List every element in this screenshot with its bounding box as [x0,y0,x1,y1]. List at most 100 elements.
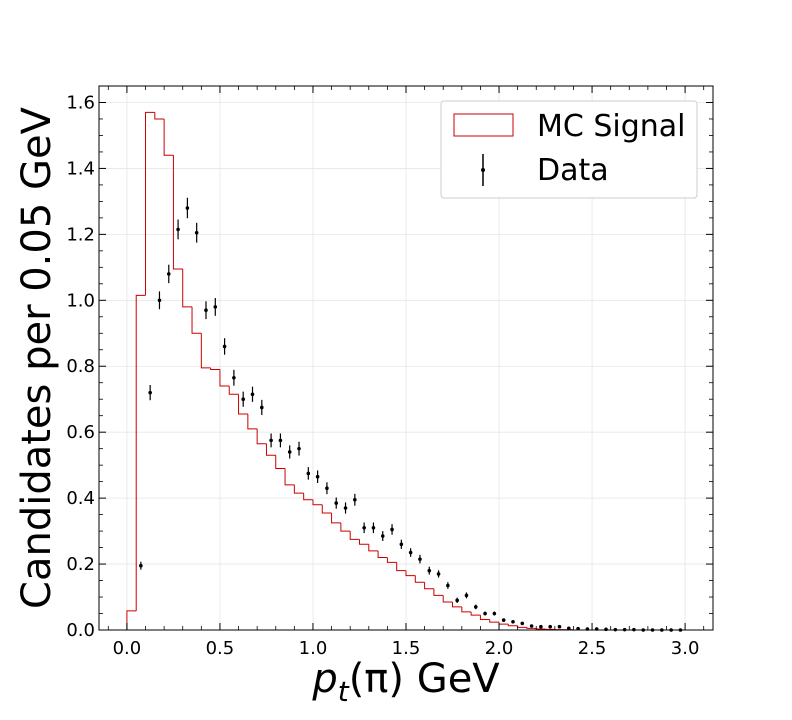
data-marker [446,583,450,588]
data-point [362,522,366,534]
data-marker [511,619,515,624]
data-point [306,467,311,480]
data-marker [492,611,497,616]
data-point [464,592,469,599]
y-axis-label: Candidates per 0.05 GeV [14,106,60,609]
mc-signal-bin [284,468,295,486]
legend-swatch-mc-signal [453,113,514,137]
data-marker [418,557,422,561]
mc-signal-bin [405,570,416,577]
mc-signal-bin [210,367,220,371]
data-marker [520,621,525,626]
data-point [185,197,190,219]
data-marker [185,206,190,210]
mc-signal-bin [433,588,444,596]
mc-signal-bin [154,112,165,120]
data-marker [557,624,562,629]
data-point [315,470,320,483]
x-axis-label-rest: (π) GeV [349,656,501,702]
data-marker [241,397,245,402]
mc-signal-bin [238,394,248,415]
data-marker [567,626,571,631]
data-marker [222,344,227,349]
mc-signal-bin [228,386,239,395]
y-tick-label: 0.0 [66,620,95,641]
data-point [250,386,255,402]
data-marker [455,598,459,603]
data-marker [232,375,236,380]
data-point [557,624,562,629]
data-marker [204,308,208,312]
y-tick-label: 0.4 [66,488,95,509]
x-tick-label: 0.5 [206,638,235,659]
data-point [139,561,143,570]
mc-signal-bin [145,111,155,296]
data-point [334,497,339,509]
data-point [511,619,515,624]
x-axis-label: pt(π) GeV [311,656,500,708]
x-tick-label: 0.0 [113,638,142,659]
data-point [501,618,506,622]
data-point [390,524,394,535]
data-marker [604,627,608,632]
data-marker [260,405,264,410]
data-marker [436,572,441,576]
data-point [204,301,208,320]
data-marker [501,618,506,622]
mc-signal-bin [452,601,462,608]
data-marker [176,227,180,232]
mc-signal-bin [396,562,406,572]
mc-signal-bin [358,539,369,545]
legend-swatch-data-marker [481,168,485,172]
mc-signal-bin [303,493,313,501]
mc-signal-bin [470,611,481,616]
data-point [176,219,180,240]
y-tick-label: 1.0 [66,290,95,311]
mc-signal-bin [414,575,425,583]
data-point [548,624,552,629]
mc-signal-bin [479,615,490,620]
x-axis-label-sub: t [338,675,350,708]
x-axis-label-main: p [311,656,337,702]
data-marker [157,298,162,303]
data-point [166,264,171,284]
data-point [446,582,450,589]
data-marker [250,392,255,397]
mc-signal-bin [386,557,397,563]
data-point [194,222,199,243]
data-marker [548,624,552,629]
x-tick-label: 1.5 [392,638,421,659]
x-tick-label: 2.0 [485,638,514,659]
data-marker [148,390,152,395]
data-marker [213,305,218,309]
data-point [157,291,162,310]
data-point [473,604,478,610]
mc-signal-bin [321,504,332,514]
data-point [567,626,571,631]
mc-signal-bin [349,531,360,540]
data-marker [483,611,487,616]
mc-signal-bin [163,118,174,156]
data-marker [287,450,292,454]
data-marker [297,446,301,451]
data-point [427,566,432,575]
mc-signal-bin [461,606,472,613]
mc-signal-bin [275,455,286,469]
data-marker [473,605,478,609]
mc-signal-bin [293,484,304,494]
y-tick-label: 1.4 [66,158,95,179]
data-marker [353,497,357,502]
data-marker [315,474,320,479]
data-point [483,611,487,616]
x-tick-label: 2.5 [578,638,607,659]
mc-signal-bin [256,428,267,445]
mc-signal-bin [340,522,351,532]
data-marker [427,568,432,573]
data-point [325,482,329,495]
data-point [232,369,236,386]
mc-signal-bin [172,155,183,270]
data-marker [464,593,469,598]
y-tick-labels: 0.0 0.2 0.4 0.6 0.8 1.0 1.2 1.4 1.6 [66,92,95,641]
legend-frame [440,100,698,199]
